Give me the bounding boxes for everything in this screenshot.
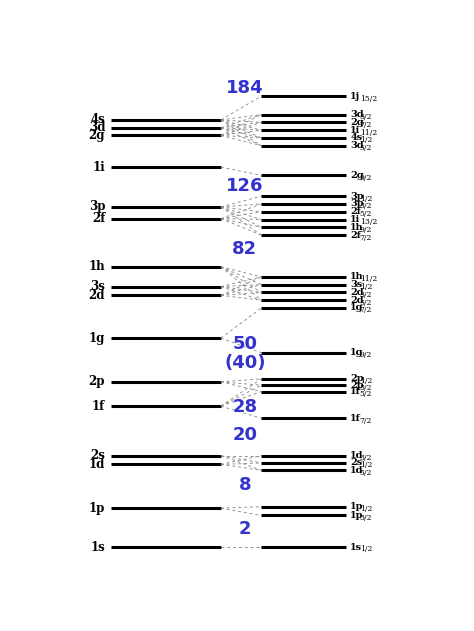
- Text: 1h: 1h: [350, 223, 364, 232]
- Text: 3p: 3p: [350, 192, 364, 201]
- Text: 2f: 2f: [350, 230, 361, 240]
- Text: 4s: 4s: [91, 114, 105, 126]
- Text: 3/2: 3/2: [360, 203, 372, 210]
- Text: 2: 2: [238, 520, 251, 538]
- Text: 3s: 3s: [350, 280, 363, 289]
- Text: 1i: 1i: [350, 126, 360, 134]
- Text: 2g: 2g: [89, 129, 105, 142]
- Text: 1d: 1d: [89, 458, 105, 471]
- Text: 15/2: 15/2: [360, 95, 377, 103]
- Text: 3s: 3s: [90, 280, 105, 293]
- Text: 9/2: 9/2: [360, 174, 372, 182]
- Text: 1p: 1p: [350, 511, 364, 520]
- Text: 2d: 2d: [350, 288, 364, 297]
- Text: 3d: 3d: [350, 110, 364, 119]
- Text: 1/2: 1/2: [360, 461, 372, 469]
- Text: 1/2: 1/2: [360, 545, 372, 553]
- Text: 3/2: 3/2: [360, 291, 372, 299]
- Text: 1i: 1i: [350, 215, 360, 224]
- Text: 11/2: 11/2: [360, 275, 377, 283]
- Text: 11/2: 11/2: [360, 129, 377, 136]
- Text: 1/2: 1/2: [360, 194, 372, 203]
- Text: 20: 20: [232, 427, 257, 444]
- Text: 1/2: 1/2: [360, 377, 372, 386]
- Text: 3d: 3d: [350, 141, 364, 150]
- Text: 1f: 1f: [350, 414, 361, 423]
- Text: 3d: 3d: [89, 121, 105, 134]
- Text: 1/2: 1/2: [360, 505, 372, 513]
- Text: 2s: 2s: [90, 449, 105, 462]
- Text: 7/2: 7/2: [360, 307, 372, 314]
- Text: 2g: 2g: [350, 171, 364, 180]
- Text: 2f: 2f: [92, 212, 105, 225]
- Text: 5/2: 5/2: [360, 144, 372, 152]
- Text: 1h: 1h: [350, 273, 364, 281]
- Text: 7/2: 7/2: [360, 233, 372, 242]
- Text: 3p: 3p: [350, 199, 364, 208]
- Text: 1s: 1s: [91, 541, 105, 553]
- Text: 126: 126: [226, 177, 264, 196]
- Text: 3/2: 3/2: [360, 384, 372, 392]
- Text: 2p: 2p: [89, 375, 105, 388]
- Text: 1p: 1p: [350, 502, 364, 511]
- Text: 9/2: 9/2: [360, 351, 372, 359]
- Text: 5/2: 5/2: [360, 390, 372, 398]
- Text: 82: 82: [232, 240, 257, 258]
- Text: 3/2: 3/2: [360, 514, 372, 522]
- Text: 1d: 1d: [350, 451, 364, 460]
- Text: 1g: 1g: [350, 304, 364, 312]
- Text: 3/2: 3/2: [360, 113, 372, 121]
- Text: 3/2: 3/2: [360, 454, 372, 462]
- Text: 1s: 1s: [350, 543, 362, 551]
- Text: 1d: 1d: [350, 466, 364, 475]
- Text: 1/2: 1/2: [360, 283, 372, 291]
- Text: 1f: 1f: [92, 399, 105, 413]
- Text: 1g: 1g: [350, 348, 364, 357]
- Text: (40): (40): [224, 355, 265, 372]
- Text: 1i: 1i: [92, 160, 105, 174]
- Text: 1f: 1f: [350, 387, 361, 396]
- Text: 5/2: 5/2: [360, 298, 372, 307]
- Text: 3p: 3p: [89, 201, 105, 213]
- Text: 2s: 2s: [350, 459, 363, 468]
- Text: 184: 184: [226, 79, 264, 97]
- Text: 2f: 2f: [350, 207, 361, 216]
- Text: 7/2: 7/2: [360, 121, 372, 129]
- Text: 7/2: 7/2: [360, 416, 372, 425]
- Text: 1j: 1j: [350, 91, 360, 100]
- Text: 5/2: 5/2: [360, 210, 372, 218]
- Text: 2p: 2p: [350, 374, 364, 384]
- Text: 5/2: 5/2: [360, 469, 372, 476]
- Text: 2g: 2g: [350, 118, 364, 127]
- Text: 4s: 4s: [350, 133, 363, 143]
- Text: 13/2: 13/2: [360, 218, 377, 226]
- Text: 9/2: 9/2: [360, 226, 372, 233]
- Text: 28: 28: [232, 398, 257, 416]
- Text: 2d: 2d: [350, 296, 364, 305]
- Text: 1h: 1h: [89, 260, 105, 273]
- Text: 50: 50: [232, 336, 257, 353]
- Text: 8: 8: [238, 476, 251, 494]
- Text: 1p: 1p: [89, 502, 105, 515]
- Text: 2d: 2d: [89, 289, 105, 302]
- Text: 1/2: 1/2: [360, 136, 372, 144]
- Text: 2p: 2p: [350, 380, 364, 390]
- Text: 1g: 1g: [89, 331, 105, 345]
